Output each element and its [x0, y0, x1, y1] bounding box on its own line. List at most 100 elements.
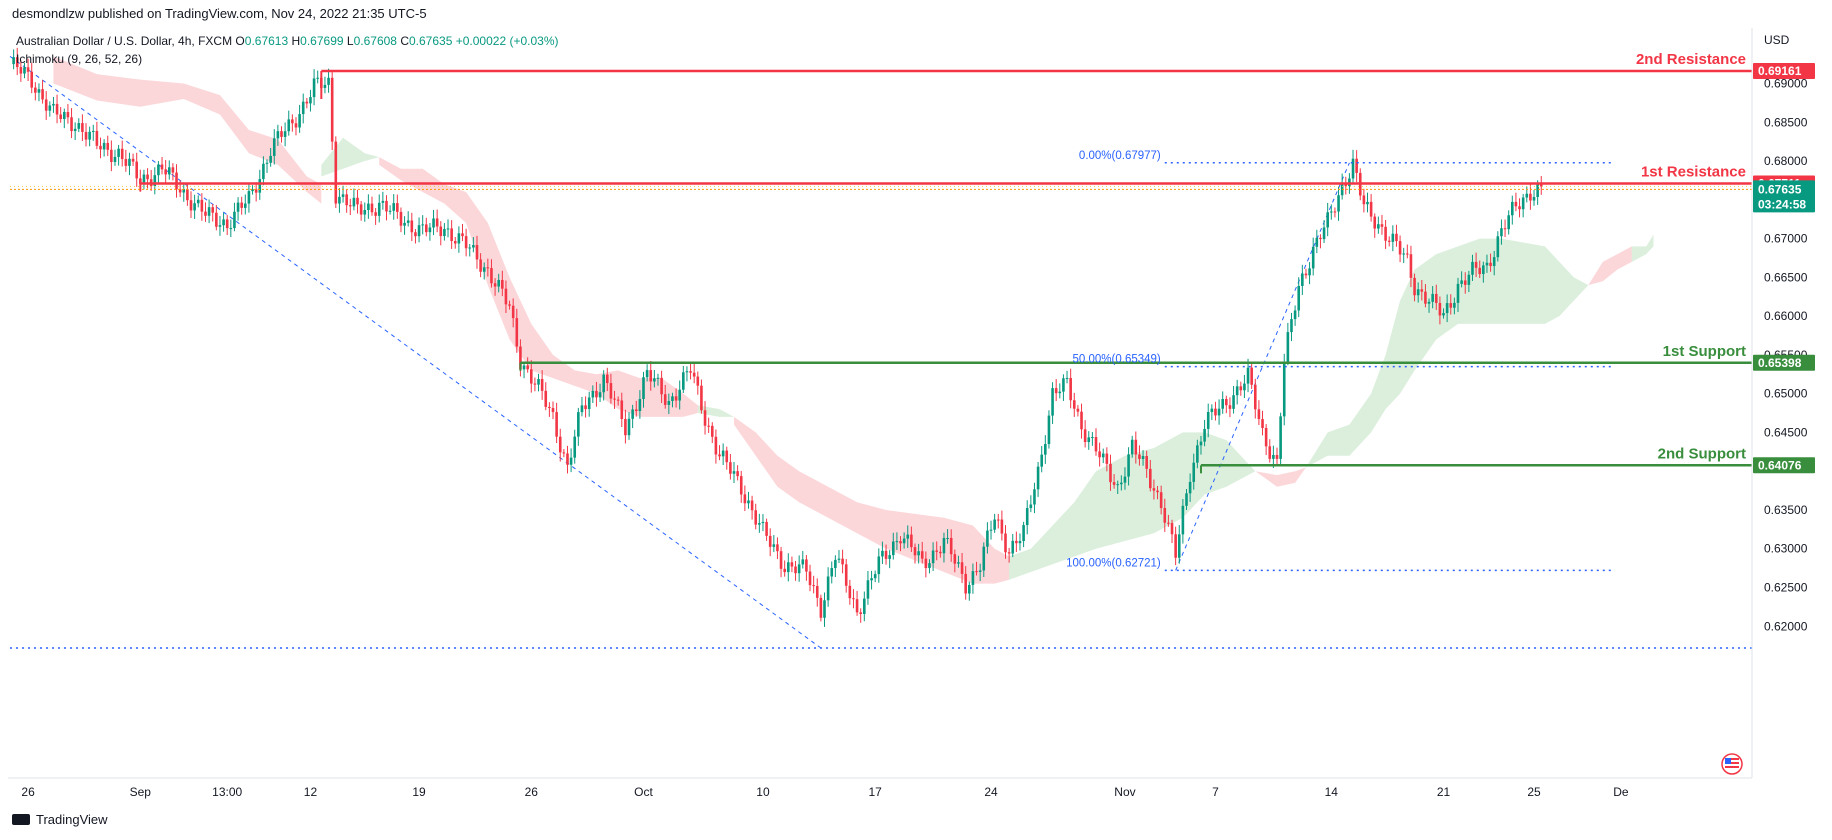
candle-body — [139, 178, 142, 184]
candle-body — [377, 202, 381, 216]
trendline[interactable] — [9, 55, 822, 649]
candle-body — [131, 158, 135, 162]
candle-body — [211, 207, 215, 213]
candle-body — [240, 202, 243, 208]
candle-body — [1018, 541, 1022, 544]
candle-body — [953, 554, 957, 564]
time-tick-label: 13:00 — [212, 785, 242, 799]
candle-body — [23, 67, 26, 74]
candle-body — [1181, 505, 1185, 535]
candle-body — [280, 131, 283, 137]
candle-body — [1304, 273, 1308, 276]
candle-body — [663, 394, 667, 405]
change-value: +0.00022 (+0.03%) — [455, 34, 559, 48]
level-name-label: 1st Support — [1663, 343, 1746, 360]
candle-body — [106, 142, 110, 150]
candle-body — [218, 225, 222, 227]
candle-body — [1330, 211, 1333, 213]
candle-body — [1225, 399, 1228, 406]
candle-body — [1044, 444, 1047, 455]
candle-body — [99, 145, 102, 150]
trendline[interactable] — [1175, 162, 1350, 571]
candle-body — [1286, 332, 1290, 362]
high-label: H — [291, 34, 301, 48]
candle-body — [1409, 254, 1413, 278]
candle-body — [634, 409, 638, 412]
candle-body — [1434, 293, 1438, 303]
candle-body — [464, 236, 468, 249]
price-tick-label: 0.62500 — [1764, 581, 1808, 595]
candle-body — [1054, 388, 1058, 394]
candle-body — [486, 267, 490, 269]
candle-body — [501, 279, 504, 289]
candle-body — [692, 372, 696, 377]
candle-body — [645, 370, 649, 378]
candle-body — [805, 559, 808, 572]
indicator-legend[interactable]: Ichimoku (9, 26, 52, 26) — [16, 52, 143, 66]
candle-body — [142, 174, 146, 184]
candle-body — [609, 383, 613, 399]
candle-body — [573, 436, 577, 458]
candle-body — [446, 228, 450, 230]
candle-body — [555, 412, 558, 437]
candle-body — [1355, 158, 1358, 173]
candle-body — [269, 155, 272, 163]
close-value: 0.67635 — [409, 34, 453, 48]
candle-body — [1007, 552, 1011, 554]
candle-body — [421, 224, 424, 226]
candle-body — [935, 550, 939, 552]
candle-body — [247, 191, 251, 204]
candle-body — [812, 585, 815, 587]
candle-body — [562, 452, 566, 454]
candle-body — [768, 535, 772, 547]
time-tick-label: 14 — [1325, 785, 1339, 799]
candle-body — [1080, 411, 1083, 430]
candle-body — [1279, 416, 1282, 459]
candle-body — [312, 78, 316, 98]
candle-body — [34, 87, 37, 93]
candle-body — [1015, 540, 1018, 544]
candle-body — [81, 123, 84, 132]
candle-body — [425, 224, 428, 233]
candle-body — [1391, 233, 1395, 242]
cloud-segment — [1631, 234, 1654, 262]
candle-body — [863, 598, 866, 614]
candle-body — [815, 586, 819, 598]
candle-body — [917, 551, 920, 556]
candle-body — [316, 77, 319, 79]
candle-body — [1402, 253, 1405, 255]
candle-body — [291, 119, 294, 124]
candle-body — [396, 203, 399, 212]
candle-body — [1123, 476, 1127, 483]
candle-body — [1022, 525, 1025, 542]
candle-body — [577, 412, 580, 437]
candle-body — [1167, 522, 1170, 524]
candle-body — [262, 163, 265, 180]
candle-body — [1536, 184, 1539, 198]
candle-body — [826, 576, 830, 601]
candle-body — [1272, 454, 1275, 459]
candle-body — [1416, 289, 1420, 296]
last-price-tag — [1753, 180, 1815, 213]
candle-body — [298, 114, 301, 128]
candle-body — [345, 194, 348, 206]
price-tags: 0.691610.677110.653980.640760.6763503:24… — [1753, 63, 1815, 474]
candle-body — [164, 169, 167, 175]
candle-body — [406, 220, 410, 223]
currency-label: USD — [1764, 33, 1790, 47]
candle-body — [1539, 184, 1543, 187]
candle-body — [964, 573, 967, 594]
countdown-text: 03:24:58 — [1758, 197, 1806, 211]
candle-body — [88, 131, 91, 140]
candle-body — [718, 454, 721, 457]
time-tick-label: Oct — [634, 785, 653, 799]
us-flag-icon[interactable] — [1721, 753, 1743, 775]
candle-body — [1134, 439, 1138, 455]
candle-body — [1196, 445, 1199, 463]
tradingview-footer[interactable]: TradingView — [12, 812, 108, 827]
candle-body — [689, 371, 692, 373]
candle-body — [120, 148, 124, 160]
candle-body — [1264, 428, 1268, 447]
candle-body — [182, 189, 186, 193]
